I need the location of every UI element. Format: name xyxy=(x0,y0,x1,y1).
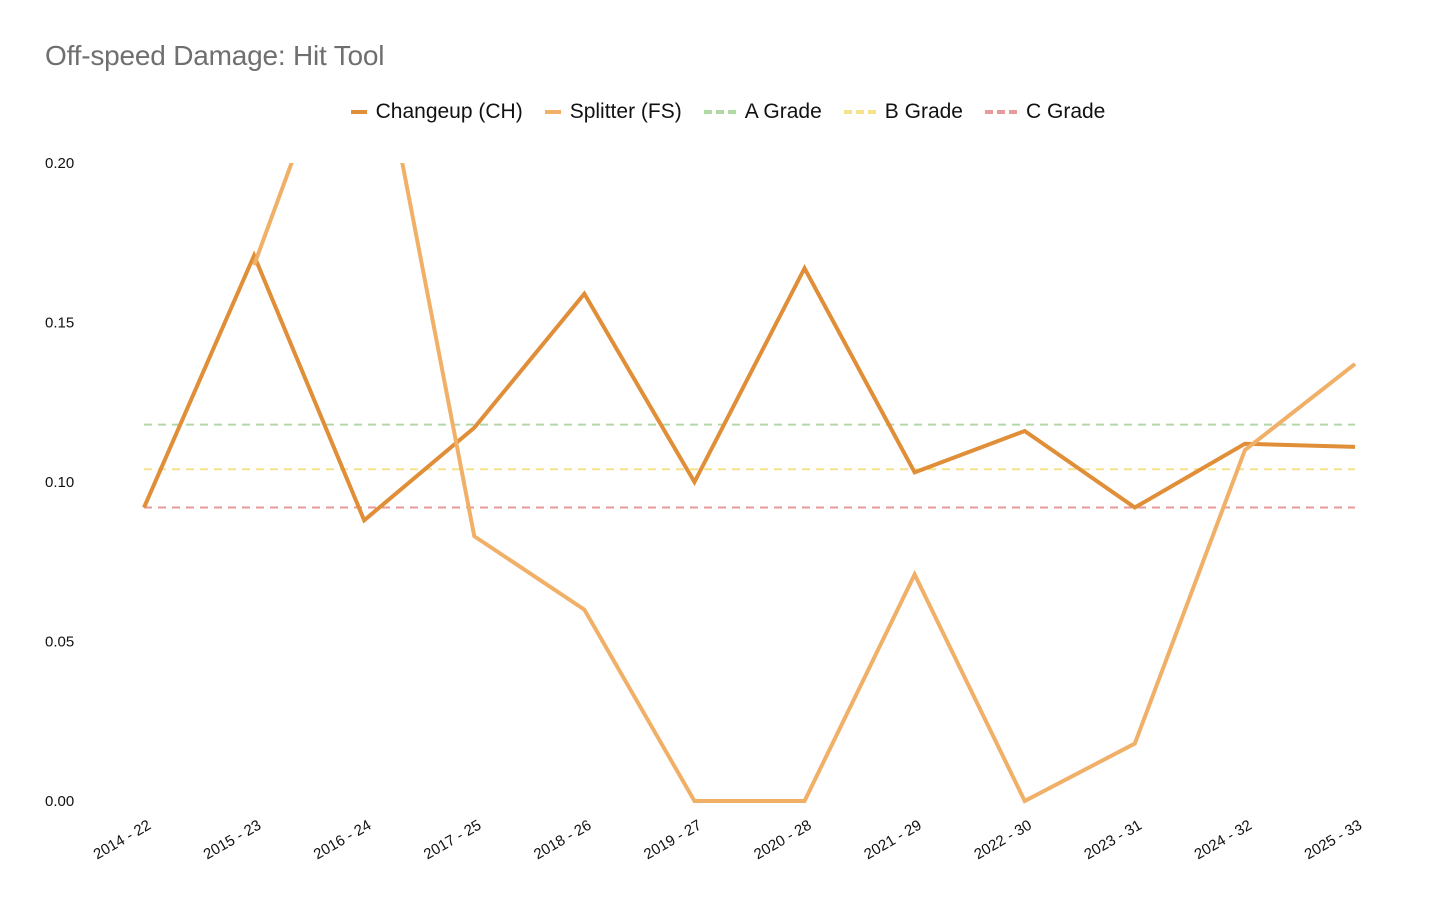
legend-item-c-grade[interactable]: C Grade xyxy=(985,100,1105,124)
x-tick-label: 2023 - 31 xyxy=(1081,817,1144,863)
legend-label-splitter: Splitter (FS) xyxy=(569,100,682,123)
legend-item-a-grade[interactable]: A Grade xyxy=(703,100,822,124)
x-tick-label: 2018 - 26 xyxy=(531,817,594,863)
x-tick-label: 2024 - 32 xyxy=(1192,817,1255,863)
x-tick-label: 2016 - 24 xyxy=(311,817,374,863)
legend-swatch-c-grade xyxy=(985,110,1017,114)
reference-lines xyxy=(144,423,1355,509)
x-tick-label: 2015 - 23 xyxy=(201,817,264,863)
legend-item-b-grade[interactable]: B Grade xyxy=(843,100,963,124)
x-tick-label: 2025 - 33 xyxy=(1302,817,1365,863)
series-lines xyxy=(142,163,1357,804)
y-tick-label: 0.15 xyxy=(45,315,74,332)
x-tick-label: 2021 - 29 xyxy=(861,817,924,863)
series-line-splitter-fs xyxy=(252,163,1357,804)
x-tick-label: 2017 - 25 xyxy=(421,817,484,863)
legend-swatch-a-grade xyxy=(703,110,736,114)
y-tick-label: 0.00 xyxy=(45,793,74,810)
legend-swatch-b-grade xyxy=(843,110,876,114)
y-axis: 0.00 0.05 0.10 0.15 0.20 xyxy=(45,155,74,810)
x-tick-label: 2014 - 22 xyxy=(91,817,154,863)
y-tick-label: 0.10 xyxy=(45,474,74,491)
x-tick-label: 2020 - 28 xyxy=(751,817,814,863)
chart-title: Off-speed Damage: Hit Tool xyxy=(45,40,385,71)
legend: Changeup (CH) Splitter (FS) A Grade B Gr… xyxy=(0,100,1456,124)
y-tick-label: 0.20 xyxy=(45,155,74,172)
legend-label-a-grade: A Grade xyxy=(744,100,822,123)
legend-label-b-grade: B Grade xyxy=(884,100,963,123)
x-axis: 2014 - 22 2015 - 23 2016 - 24 2017 - 25 2018… xyxy=(91,817,1365,863)
legend-label-c-grade: C Grade xyxy=(1026,100,1106,123)
legend-label-changeup: Changeup (CH) xyxy=(375,100,523,123)
x-tick-label: 2019 - 27 xyxy=(641,817,704,863)
legend-item-splitter[interactable]: Splitter (FS) xyxy=(544,100,682,124)
series-line-changeup-ch xyxy=(142,250,1356,524)
y-tick-label: 0.05 xyxy=(45,634,74,651)
legend-item-changeup[interactable]: Changeup (CH) xyxy=(350,100,523,124)
x-tick-label: 2022 - 30 xyxy=(971,817,1034,863)
legend-swatch-splitter xyxy=(544,110,561,114)
legend-swatch-changeup xyxy=(350,110,367,114)
